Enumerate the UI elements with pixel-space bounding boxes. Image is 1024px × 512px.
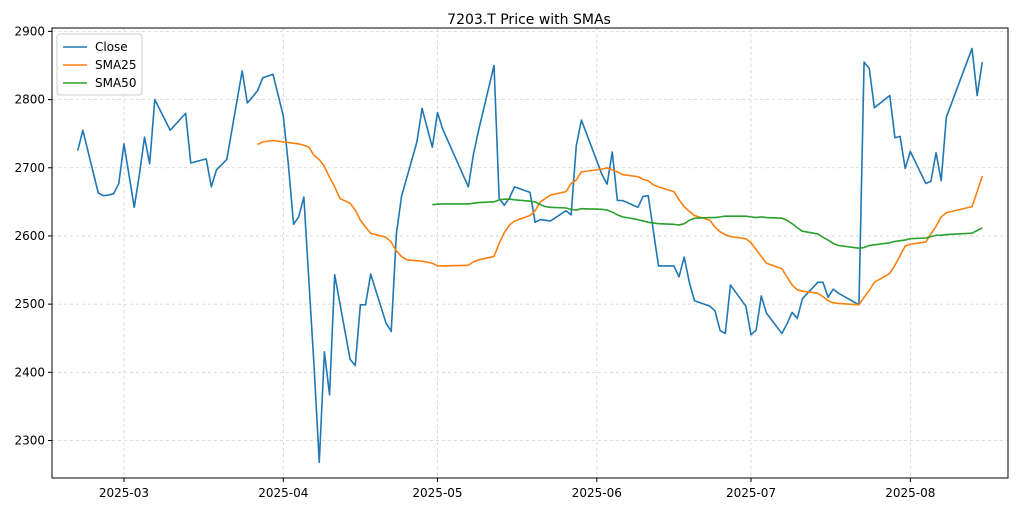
- y-tick-label: 2300: [14, 434, 45, 448]
- legend-box: [56, 33, 143, 96]
- y-axis: 2300 2400 2500 2600 2700 2800 2900: [14, 24, 52, 448]
- x-tick-label: 2025-03: [99, 486, 149, 500]
- legend-label: Close: [95, 40, 128, 54]
- series-line-sma25: [257, 139, 984, 306]
- legend-label: SMA25: [95, 58, 136, 72]
- x-tick-label: 2025-06: [572, 486, 622, 500]
- legend: Close SMA25 SMA50: [56, 33, 143, 96]
- x-tick-label: 2025-07: [726, 486, 776, 500]
- grid: [52, 28, 1008, 478]
- x-tick-label: 2025-05: [412, 486, 462, 500]
- chart-title: 7203.T Price with SMAs: [447, 12, 611, 28]
- series-line-close: [76, 47, 984, 464]
- y-tick-label: 2500: [14, 297, 45, 311]
- y-tick-label: 2700: [14, 161, 45, 175]
- plot-frame: [51, 27, 1009, 479]
- legend-label: SMA50: [95, 76, 136, 90]
- y-tick-label: 2800: [14, 93, 45, 107]
- y-tick-label: 2400: [14, 365, 45, 379]
- x-axis: 2025-03 2025-04 2025-05 2025-06 2025-07 2025-…: [99, 478, 935, 500]
- x-tick-label: 2025-04: [258, 486, 308, 500]
- series-layer: [76, 47, 984, 464]
- y-tick-label: 2900: [14, 24, 45, 38]
- x-tick-label: 2025-08: [885, 486, 935, 500]
- y-tick-label: 2600: [14, 229, 45, 243]
- series-line-sma50: [432, 198, 983, 250]
